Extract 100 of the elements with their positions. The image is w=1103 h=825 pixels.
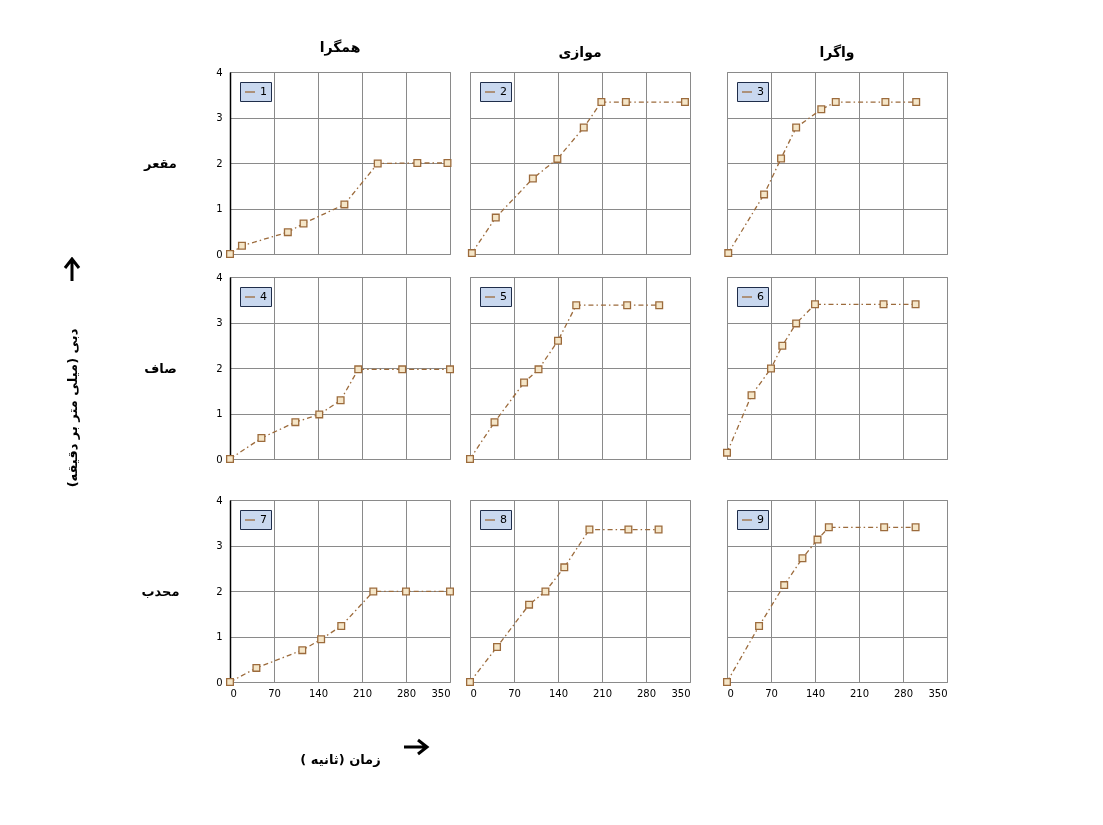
x-tick-label: 350 — [671, 687, 691, 699]
y-tick-label: 3 — [216, 112, 223, 123]
point — [291, 418, 300, 427]
text: دبی (میلی متر بر دقیقه) — [64, 328, 80, 488]
point — [373, 159, 382, 168]
point — [680, 98, 689, 107]
x-tick-label: 70 — [268, 687, 281, 699]
point — [354, 365, 363, 374]
x-tick-label: 70 — [508, 687, 521, 699]
x-tick-label: 0 — [727, 687, 734, 699]
x-tick-label: 350 — [431, 687, 451, 699]
point — [398, 365, 407, 374]
point — [623, 301, 632, 310]
y-axis-title: مقعر — [143, 155, 177, 171]
point — [283, 228, 292, 237]
point — [572, 301, 581, 310]
point — [911, 523, 920, 532]
x-tick-label: 210 — [849, 687, 870, 699]
point — [579, 123, 588, 132]
point — [443, 159, 452, 167]
x-tick-label: 280 — [893, 687, 914, 699]
point — [315, 410, 324, 419]
x-tick-label: 140 — [308, 687, 329, 699]
y-tick-label: 1 — [216, 203, 223, 214]
point — [585, 525, 594, 534]
y-tick-label: 4 — [216, 271, 223, 283]
legend-label: 9 — [757, 513, 764, 526]
y-tick-label: 4 — [216, 494, 223, 506]
y-tick-label: 2 — [216, 585, 223, 597]
point — [778, 341, 787, 350]
point — [534, 365, 543, 374]
point — [817, 105, 826, 114]
point — [621, 98, 630, 107]
y-tick-label: 1 — [216, 408, 223, 419]
legend-label: 1 — [260, 85, 267, 98]
point — [226, 678, 234, 686]
point — [317, 635, 326, 644]
point — [525, 600, 534, 609]
legend-label: 7 — [260, 513, 267, 526]
x-tick-label: 0 — [470, 687, 477, 699]
point — [780, 581, 789, 590]
y-axis-title: محدب — [141, 583, 180, 599]
point — [560, 563, 569, 572]
point — [624, 525, 633, 534]
x-tick-label: 210 — [592, 687, 613, 699]
point — [446, 365, 454, 374]
point — [755, 622, 764, 631]
point — [767, 364, 775, 373]
point — [654, 525, 663, 534]
point — [237, 241, 246, 250]
point — [811, 300, 819, 309]
point — [880, 523, 889, 532]
point — [466, 678, 474, 686]
point — [520, 378, 529, 387]
x-tick-label: 350 — [928, 687, 948, 699]
point — [831, 98, 840, 107]
point — [553, 154, 562, 163]
point — [760, 190, 769, 199]
point — [491, 213, 500, 222]
point — [337, 622, 346, 631]
legend-label: 5 — [500, 290, 507, 303]
point — [226, 455, 234, 463]
chart-title: همگرا — [319, 39, 361, 56]
x-tick-label: 280 — [636, 687, 657, 699]
x-tick-label: 210 — [352, 687, 373, 699]
point — [879, 300, 888, 309]
point — [490, 418, 499, 427]
point — [340, 200, 349, 209]
point — [336, 396, 345, 405]
point — [813, 535, 822, 544]
legend-label: 6 — [757, 290, 764, 303]
point — [554, 336, 562, 345]
chart-title: موازی — [558, 44, 602, 61]
point — [528, 174, 537, 183]
y-tick-label: 3 — [216, 540, 223, 551]
point — [723, 448, 731, 457]
x-tick-label: 70 — [765, 687, 778, 699]
point — [369, 587, 378, 596]
point — [777, 154, 786, 163]
x-tick-label: 140 — [805, 687, 826, 699]
y-tick-label: 3 — [216, 317, 223, 328]
point — [597, 98, 606, 107]
y-axis-title: صاف — [144, 360, 177, 376]
point — [493, 642, 502, 651]
chart-title: واگرا — [819, 44, 855, 61]
y-tick-label: 0 — [216, 248, 223, 260]
point — [298, 646, 307, 655]
point — [402, 587, 410, 596]
point — [446, 587, 454, 596]
x-tick-label: 280 — [396, 687, 417, 699]
point — [655, 301, 664, 310]
point — [792, 319, 801, 328]
y-tick-label: 0 — [216, 453, 223, 465]
y-tick-label: 2 — [216, 362, 223, 374]
legend-label: 2 — [500, 85, 507, 98]
point — [824, 523, 833, 532]
point — [723, 678, 731, 686]
point — [881, 98, 890, 107]
legend-label: 3 — [757, 85, 764, 98]
legend-label: 8 — [500, 513, 507, 526]
